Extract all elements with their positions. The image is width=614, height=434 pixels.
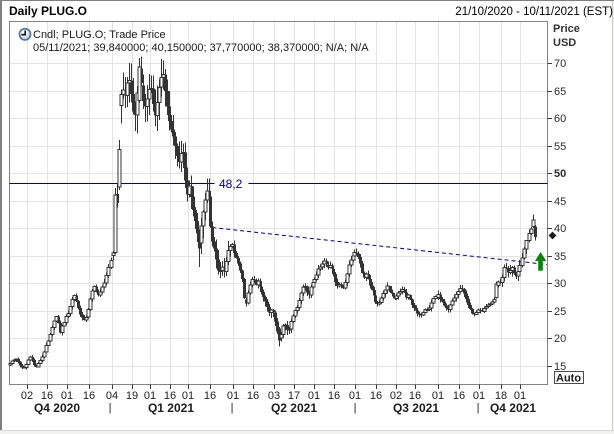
svg-text:35: 35 (554, 251, 566, 263)
svg-text:Auto: Auto (556, 373, 581, 385)
svg-text:|: | (109, 402, 112, 414)
svg-text:01: 01 (61, 390, 73, 402)
svg-text:16: 16 (370, 390, 382, 402)
svg-text:16: 16 (453, 390, 465, 402)
svg-text:Price: Price (553, 23, 580, 35)
svg-text:05/11/2021; 39,840000; 40,1500: 05/11/2021; 39,840000; 40,150000; 37,770… (33, 42, 369, 54)
svg-text:01: 01 (349, 390, 361, 402)
svg-text:01: 01 (514, 390, 526, 402)
svg-text:04: 04 (106, 390, 118, 402)
svg-text:55: 55 (554, 141, 566, 153)
svg-text:01: 01 (144, 390, 156, 402)
svg-text:40: 40 (554, 223, 566, 235)
svg-text:17: 17 (288, 390, 300, 402)
svg-text:60: 60 (554, 113, 566, 125)
svg-text:|: | (231, 402, 234, 414)
svg-text:01: 01 (473, 390, 485, 402)
svg-text:16: 16 (41, 390, 53, 402)
svg-text:48,2: 48,2 (219, 177, 243, 191)
svg-text:Q2 2021: Q2 2021 (271, 401, 317, 415)
svg-text:16: 16 (204, 390, 216, 402)
svg-text:16: 16 (164, 390, 176, 402)
svg-text:19: 19 (126, 390, 138, 402)
svg-text:16: 16 (409, 390, 421, 402)
svg-text:02: 02 (21, 390, 33, 402)
svg-text:|: | (354, 402, 357, 414)
svg-text:50: 50 (554, 168, 566, 180)
svg-text:16: 16 (247, 390, 259, 402)
svg-text:01: 01 (432, 390, 444, 402)
svg-text:01: 01 (182, 390, 194, 402)
svg-text:USD: USD (553, 37, 576, 49)
svg-text:02: 02 (390, 390, 402, 402)
svg-text:16: 16 (83, 390, 95, 402)
svg-text:30: 30 (554, 278, 566, 290)
svg-text:16: 16 (328, 390, 340, 402)
svg-text:Q1 2021: Q1 2021 (148, 401, 194, 415)
svg-text:03: 03 (268, 390, 280, 402)
svg-text:65: 65 (554, 86, 566, 98)
svg-text:20: 20 (554, 333, 566, 345)
svg-text:21/10/2020 - 10/11/2021 (EST): 21/10/2020 - 10/11/2021 (EST) (455, 6, 613, 18)
svg-text:Cndl; PLUG.O; Trade Price: Cndl; PLUG.O; Trade Price (33, 29, 166, 41)
svg-text:Q4 2020: Q4 2020 (34, 401, 80, 415)
svg-text:15: 15 (554, 361, 566, 373)
svg-text:18: 18 (495, 390, 507, 402)
svg-text:01: 01 (308, 390, 320, 402)
svg-text:01: 01 (227, 390, 239, 402)
svg-text:Q4 2021: Q4 2021 (490, 401, 536, 415)
svg-text:Daily PLUG.O: Daily PLUG.O (9, 4, 87, 18)
svg-text:45: 45 (554, 196, 566, 208)
svg-text:Q3 2021: Q3 2021 (393, 401, 439, 415)
svg-text:|: | (477, 402, 480, 414)
svg-text:25: 25 (554, 306, 566, 318)
svg-text:70: 70 (554, 58, 566, 70)
